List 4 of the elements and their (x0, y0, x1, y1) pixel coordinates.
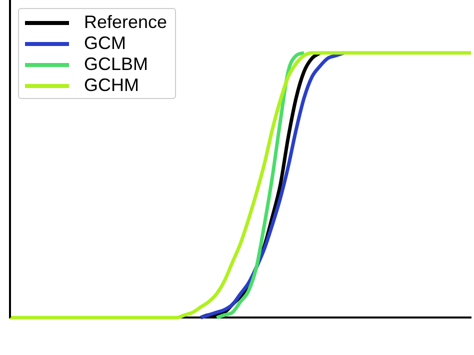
legend-label: GCHM (84, 75, 139, 96)
legend-label: Reference (84, 12, 168, 33)
legend-label: GCLBM (84, 54, 148, 75)
legend-label: GCM (84, 33, 126, 54)
